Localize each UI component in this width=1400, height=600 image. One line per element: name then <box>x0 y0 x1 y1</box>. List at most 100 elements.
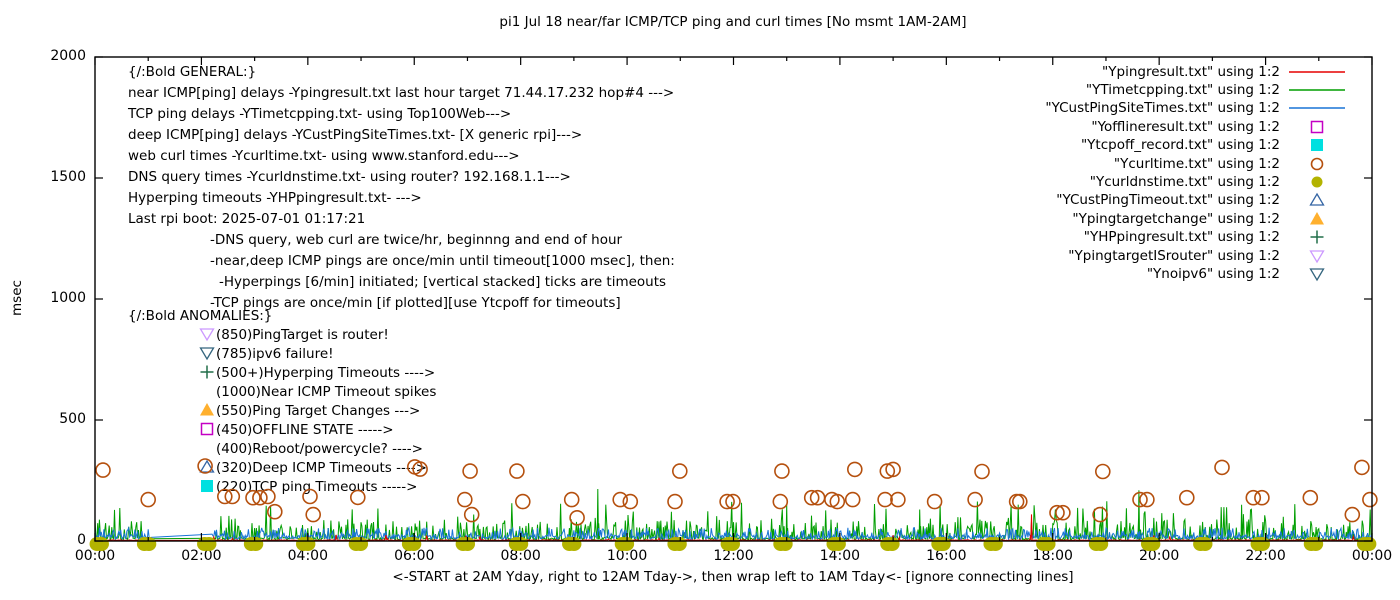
anomaly-text: (550)Ping Target Changes ---> <box>216 403 421 419</box>
legend-row: "Ynoipv6" using 1:2 <box>1028 264 1348 282</box>
curl-time-point <box>1214 459 1230 476</box>
legend-row: "Ypingtargetchange" using 1:2 <box>1028 209 1348 227</box>
anomaly-text: (400)Reboot/powercycle? ----> <box>216 441 423 457</box>
anomaly-text: (500+)Hyperping Timeouts ----> <box>216 365 436 381</box>
y-tick-label: 1000 <box>50 290 86 306</box>
anomaly-text: (850)PingTarget is router! <box>216 327 389 343</box>
chart-title: pi1 Jul 18 near/far ICMP/TCP ping and cu… <box>499 14 967 30</box>
curl-time-point <box>302 488 318 505</box>
legend-label: "YHPpingresult.txt" using 1:2 <box>1083 229 1280 246</box>
legend-label: "Yofflineresult.txt" using 1:2 <box>1091 118 1280 135</box>
dns-time-point <box>201 537 217 551</box>
curl-time-point <box>725 493 741 510</box>
legend-label: "Ynoipv6" using 1:2 <box>1146 265 1280 282</box>
curl-time-point <box>305 506 322 523</box>
curl-time-point <box>671 463 688 479</box>
curl-time-point <box>252 489 268 506</box>
curl-time-point <box>1354 459 1370 476</box>
legend-row: "YpingtargetISrouter" using 1:2 <box>1028 246 1348 264</box>
x-tick-label: 20:00 <box>1138 548 1180 564</box>
dns-time-point <box>1361 537 1377 551</box>
square-open-icon <box>1286 119 1348 135</box>
legend-row: "YCustPingTimeout.txt" using 1:2 <box>1028 191 1348 209</box>
curl-time-point <box>462 463 478 479</box>
curl-time-point <box>1055 504 1071 521</box>
curl-time-point <box>890 491 906 508</box>
dns-time-point <box>725 537 741 551</box>
dns-time-point <box>830 537 846 551</box>
x-tick-label: 08:00 <box>500 548 541 564</box>
triangle-down-open-icon <box>1286 266 1348 282</box>
legend-row: "Yofflineresult.txt" using 1:2 <box>1028 117 1348 135</box>
anomaly-line: (1000)Near ICMP Timeout spikes <box>128 383 436 402</box>
general-info-line: Hyperping timeouts -YHPpingresult.txt- -… <box>128 190 422 206</box>
anomalies-header: {/:Bold ANOMALIES:} <box>128 308 273 324</box>
general-info-line: Last rpi boot: 2025-07-01 01:17:21 <box>128 211 366 227</box>
triangle-up-open-icon <box>1286 192 1348 208</box>
x-tick-label: 06:00 <box>394 548 435 564</box>
general-info-block: {/:Bold GENERAL:} near ICMP[ping] delays… <box>128 62 675 314</box>
anomaly-line: (850)PingTarget is router! <box>128 326 436 345</box>
general-info-line: -near,deep ICMP pings are once/min until… <box>210 253 675 269</box>
curl-time-point <box>1008 493 1025 510</box>
legend-label: "YTimetcpping.txt" using 1:2 <box>1085 81 1280 98</box>
curl-time-point <box>412 461 428 477</box>
general-info-line: DNS query times -Ycurldnstime.txt- using… <box>128 169 571 185</box>
general-info-line: -DNS query, web curl are twice/hr, begin… <box>210 232 623 248</box>
curl-time-point <box>1179 489 1195 506</box>
curl-time-point <box>245 489 261 506</box>
curl-time-point <box>667 493 683 510</box>
curl-time-point <box>1095 463 1111 480</box>
x-tick-label: 04:00 <box>287 548 328 564</box>
anomaly-line: (500+)Hyperping Timeouts ----> <box>128 364 436 383</box>
anomaly-text: (320)Deep ICMP Timeouts ----> <box>216 460 427 476</box>
curl-time-point <box>1245 489 1262 506</box>
curl-time-point <box>612 491 629 508</box>
square-open-icon <box>199 421 216 443</box>
dns-time-point <box>141 537 157 551</box>
legend-row: "YCustPingSiteTimes.txt" using 1:2 <box>1028 99 1348 117</box>
curl-time-point <box>563 491 580 508</box>
curl-time-point <box>463 506 480 523</box>
y-tick-label: 2000 <box>50 48 86 64</box>
x-tick-label: 22:00 <box>1245 548 1286 564</box>
curl-time-point <box>1049 504 1065 521</box>
triangle-down-open-icon <box>1286 248 1348 264</box>
dns-time-point <box>935 537 951 551</box>
legend-label: "YpingtargetISrouter" using 1:2 <box>1068 247 1280 264</box>
curl-time-point <box>266 503 283 520</box>
anomaly-line: (400)Reboot/powercycle? ----> <box>128 440 436 459</box>
circle-open-icon <box>1286 156 1348 172</box>
curl-time-point <box>926 493 943 510</box>
anomaly-text: (220)TCP ping Timeouts -----> <box>216 479 418 495</box>
series-YCustPingSiteTimes.txt <box>94 525 1373 542</box>
curl-time-point <box>967 491 983 508</box>
legend-row: "Ypingresult.txt" using 1:2 <box>1028 62 1348 80</box>
plot-border <box>94 56 1373 542</box>
x-tick-label: 02:00 <box>181 548 222 564</box>
legend-label: "YCustPingTimeout.txt" using 1:2 <box>1056 192 1280 209</box>
curl-time-point <box>509 463 525 479</box>
anomaly-text: (1000)Near ICMP Timeout spikes <box>216 384 437 400</box>
anomaly-line: (450)OFFLINE STATE -----> <box>128 421 436 440</box>
y-tick-label: 1500 <box>50 169 86 185</box>
legend-label: "Ycurltime.txt" using 1:2 <box>1113 155 1280 172</box>
curl-time-point <box>844 491 861 508</box>
curl-time-point <box>877 491 893 508</box>
curl-time-point <box>719 493 735 510</box>
curl-time-point <box>974 463 990 480</box>
legend-label: "Ypingtargetchange" using 1:2 <box>1072 210 1280 227</box>
dns-time-point <box>1145 537 1161 551</box>
legend-label: "YCustPingSiteTimes.txt" using 1:2 <box>1045 100 1280 117</box>
curl-time-point <box>1011 493 1028 510</box>
dns-time-point <box>777 537 793 551</box>
dns-time-point <box>671 537 687 551</box>
curl-time-point <box>456 491 473 508</box>
curl-time-point <box>1132 491 1148 508</box>
anomalies-info-block: {/:Bold ANOMALIES:} (850)PingTarget is r… <box>128 307 436 497</box>
curl-time-point <box>1344 506 1361 523</box>
dns-time-point <box>1308 537 1324 551</box>
x-tick-label: 16:00 <box>926 548 967 564</box>
curl-time-point <box>140 491 156 508</box>
